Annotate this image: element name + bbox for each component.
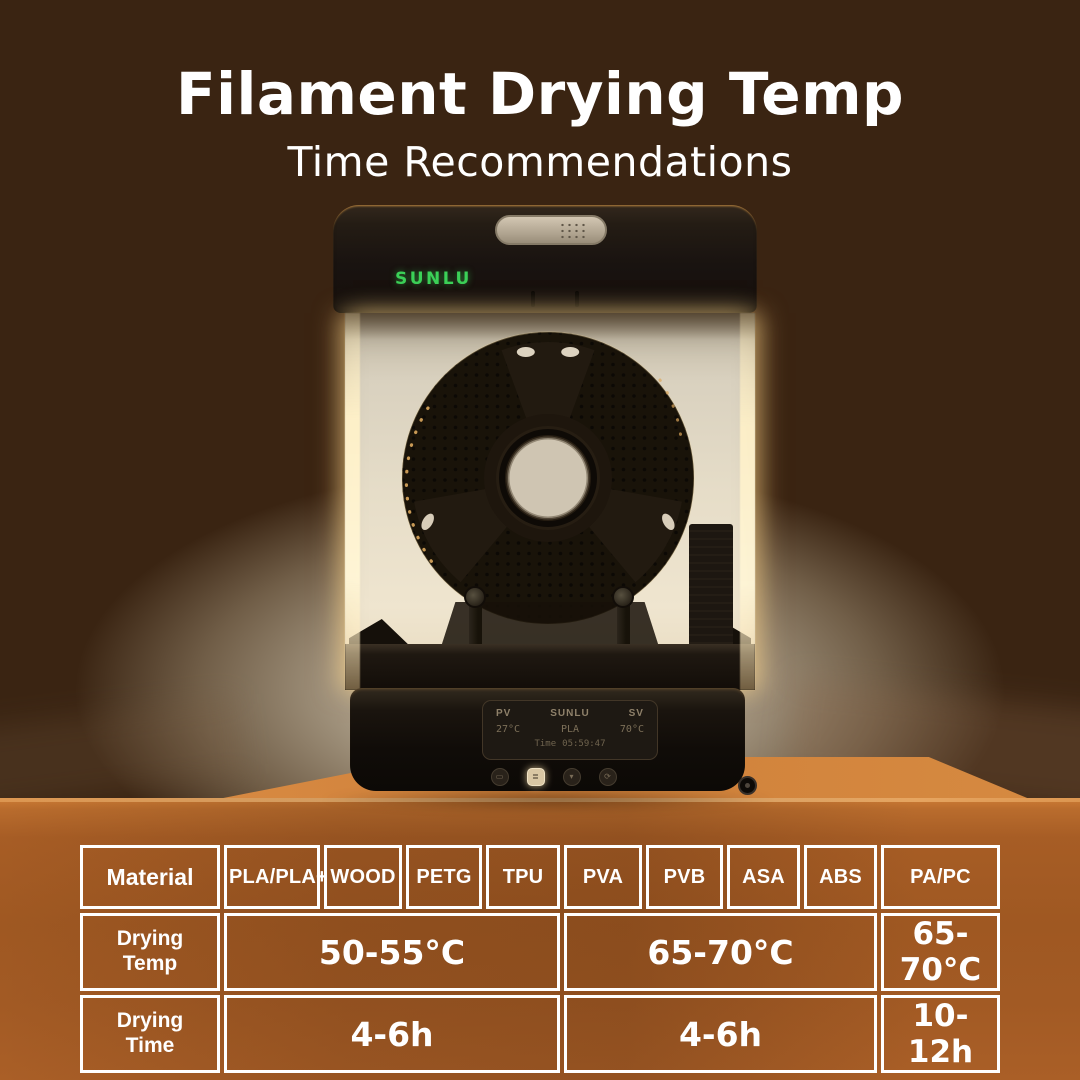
menu-button-icon: ▭ (490, 768, 509, 786)
page-subtitle: Time Recommendations (287, 138, 793, 186)
caster-wheel-icon (738, 776, 757, 795)
vent-slot-icon (575, 291, 579, 307)
temp-group-cell: 65-70°C (881, 913, 1000, 991)
material-cell: WOOD (324, 845, 402, 909)
material-value: PLA (560, 724, 580, 735)
material-header-cell: Material (80, 845, 220, 909)
dryer-base: PV SUNLU SV 27°C PLA 70°C Time 05:59:47 … (350, 688, 757, 795)
lid-handle (495, 215, 607, 245)
temp-group-cell: 50-55°C (224, 913, 560, 991)
roller-cap-icon (612, 586, 634, 608)
table-row: Material PLA/PLA+ WOOD PETG TPU PVA PVB … (80, 845, 1000, 909)
drying-spec-table: Material PLA/PLA+ WOOD PETG TPU PVA PVB … (76, 841, 1004, 1077)
down-button-icon: ▾ (562, 768, 581, 786)
chamber-floor (345, 644, 755, 690)
time-group-cell: 4-6h (564, 995, 877, 1073)
control-screen: PV SUNLU SV 27°C PLA 70°C Time 05:59:47 (482, 700, 658, 760)
material-cell: PETG (406, 845, 482, 909)
glass-edge-glow-left (345, 313, 360, 690)
material-cell: TPU (486, 845, 560, 909)
roller-cap-icon (464, 586, 486, 608)
material-cell: PVB (646, 845, 723, 909)
vent-slot-icon (531, 291, 535, 307)
sv-label: SV (628, 708, 644, 719)
transparent-chamber (345, 313, 755, 690)
dryer-lid: SUNLU (333, 205, 757, 313)
heater-tower (689, 524, 733, 646)
header: Filament Drying Temp Time Recommendation… (0, 60, 1080, 186)
button-row: ▭ ≣ ▾ ⟳ (362, 768, 745, 786)
material-cell: ABS (804, 845, 877, 909)
page-title: Filament Drying Temp (175, 60, 905, 128)
row-label-cell: Drying Temp (80, 913, 220, 991)
power-button-icon: ⟳ (598, 768, 617, 786)
table-row: Drying Temp 50-55°C 65-70°C 65-70°C (80, 913, 1000, 991)
pv-value: 27°C (496, 724, 521, 735)
material-cell: ASA (727, 845, 800, 909)
table-row: Drying Time 4-6h 4-6h 10-12h (80, 995, 1000, 1073)
handle-grip-dots (559, 222, 587, 239)
temp-group-cell: 65-70°C (564, 913, 877, 991)
material-cell: PVA (564, 845, 642, 909)
set-button-icon: ≣ (526, 768, 545, 786)
filament-dryer: SUNLU (333, 203, 757, 795)
material-cell: PLA/PLA+ (224, 845, 328, 909)
screen-brand: SUNLU (550, 708, 590, 719)
time-value: 05:59:47 (562, 739, 606, 749)
time-group-cell: 10-12h (881, 995, 1000, 1073)
brand-logo: SUNLU (395, 269, 472, 289)
sv-value: 70°C (619, 724, 644, 735)
row-label-cell: Drying Time (80, 995, 220, 1073)
glass-edge-glow-right (740, 313, 755, 690)
time-group-cell: 4-6h (224, 995, 560, 1073)
filament-spool (401, 331, 695, 625)
time-label: Time (534, 739, 557, 749)
pv-label: PV (496, 708, 512, 719)
material-cell: PA/PC (881, 845, 1000, 909)
